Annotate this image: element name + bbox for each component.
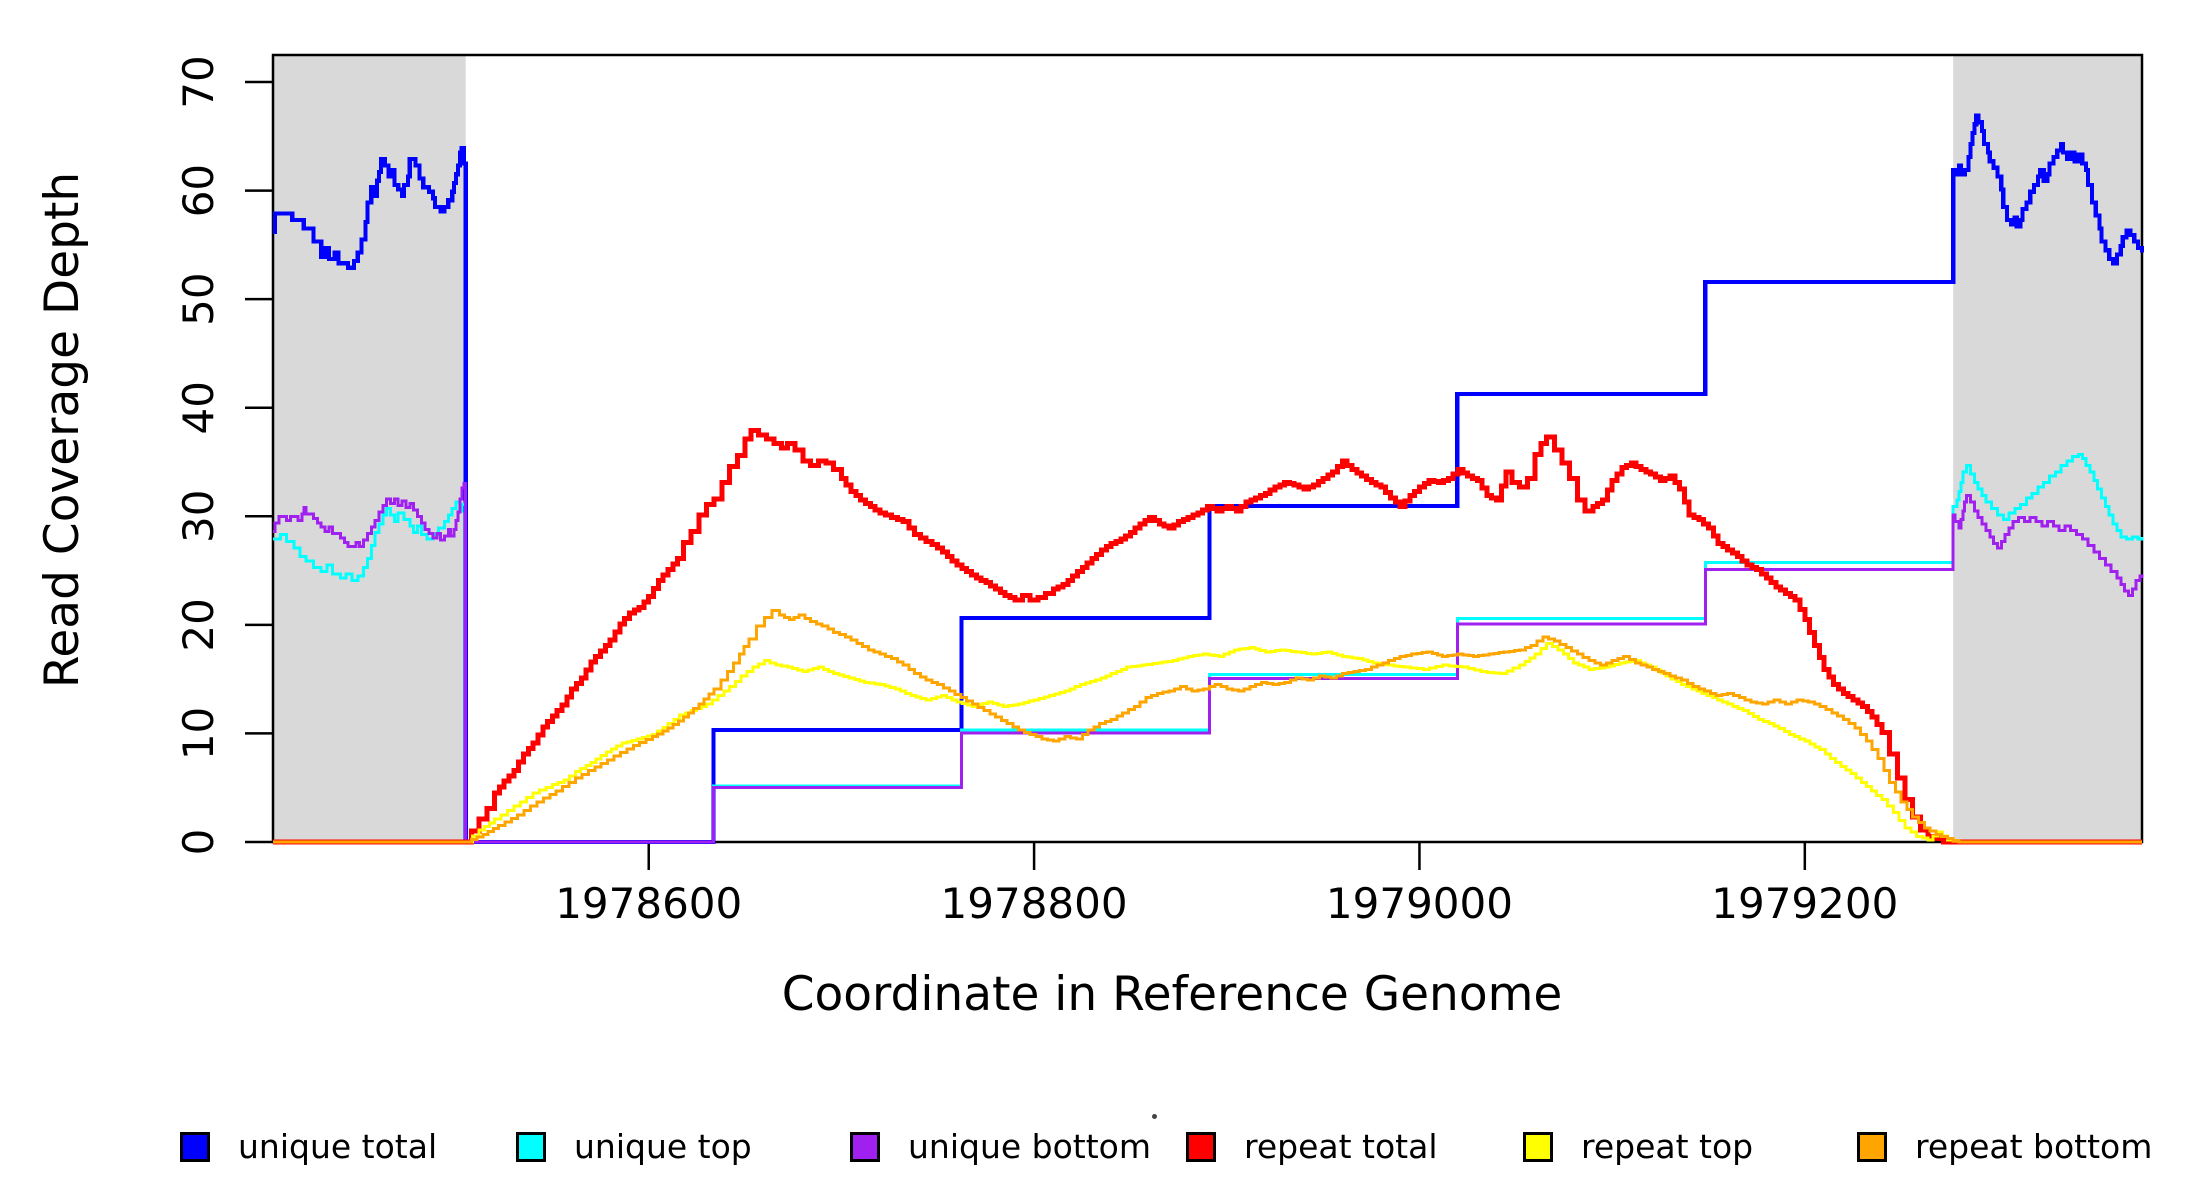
x-tick-label: 1979200 (1711, 879, 1898, 928)
shaded-region-unique-anchor-left (273, 55, 466, 843)
legend-item-unique-total: unique total (180, 1127, 438, 1166)
y-tick-label: 0 (174, 829, 223, 856)
y-tick-label: 60 (174, 164, 223, 217)
series-unique-total (272, 113, 2145, 845)
chart-legend: unique total unique top unique bottom repea… (0, 0, 2200, 1163)
chart-layer: 1978600 1978800 1979000 1979200 0 10 20 30 40 50 6… (174, 53, 2145, 928)
legend-swatch-repeat-total (1186, 1132, 1216, 1162)
x-axis-title: Coordinate in Reference Genome (782, 967, 1563, 1022)
legend-swatch-unique-top (516, 1132, 546, 1162)
series-unique-top (273, 452, 2144, 844)
series-repeat-total (273, 428, 2142, 845)
legend-item-unique-top: unique top (516, 1127, 752, 1166)
x-tick-label: 1978600 (555, 879, 742, 928)
y-tick-label: 70 (174, 55, 223, 108)
legend-label-repeat-total: repeat total (1244, 1127, 1438, 1166)
x-tick-label: 1979000 (1326, 879, 1513, 928)
legend-swatch-repeat-top (1523, 1132, 1553, 1162)
legend-swatch-unique-bottom (850, 1132, 880, 1162)
legend-label-unique-top: unique top (574, 1127, 752, 1166)
y-tick-label: 40 (174, 381, 223, 434)
legend-swatch-unique-total (180, 1132, 210, 1162)
legend-item-repeat-top: repeat top (1523, 1127, 1754, 1166)
legend-swatch-repeat-bottom (1857, 1132, 1887, 1162)
y-tick-label: 10 (174, 707, 223, 760)
legend-item-unique-bottom: unique bottom (850, 1127, 1152, 1166)
legend-label-unique-total: unique total (238, 1127, 438, 1166)
legend-label-repeat-bottom: repeat bottom (1915, 1127, 2153, 1166)
x-tick-label: 1978800 (941, 879, 1128, 928)
y-tick-label: 30 (174, 490, 223, 543)
series-repeat-top (273, 641, 2142, 844)
series-unique-bottom (273, 482, 2144, 844)
y-axis-title: Read Coverage Depth (35, 172, 90, 688)
legend-item-repeat-bottom: repeat bottom (1857, 1127, 2153, 1166)
legend-label-repeat-top: repeat top (1581, 1127, 1754, 1166)
y-tick-label: 50 (174, 272, 223, 325)
legend-label-unique-bottom: unique bottom (908, 1127, 1152, 1166)
y-tick-label: 20 (174, 598, 223, 651)
series-repeat-bottom (273, 609, 2142, 844)
plot-border (271, 53, 2144, 844)
shaded-region-unique-anchor-right (1953, 55, 2142, 843)
stray-mark-dot (1152, 1114, 1157, 1119)
legend-item-repeat-total: repeat total (1186, 1127, 1438, 1166)
